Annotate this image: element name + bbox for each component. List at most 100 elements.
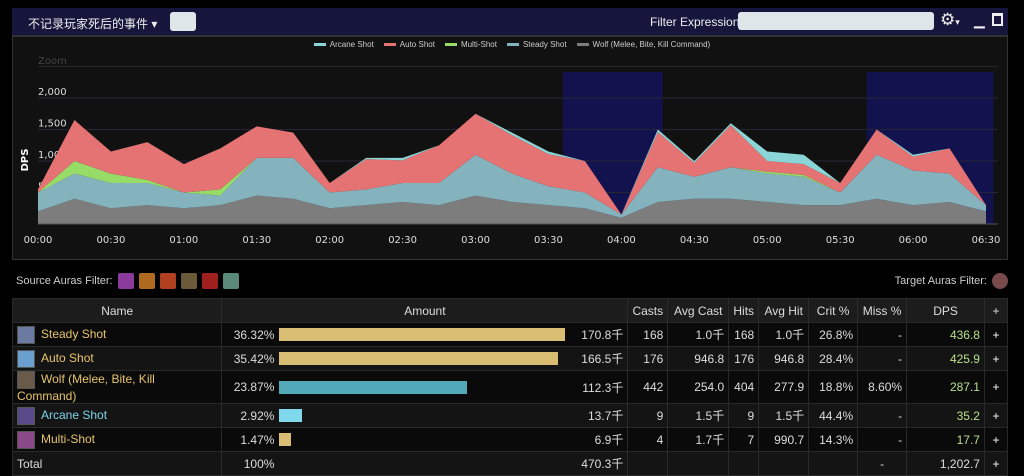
amount-bar (279, 328, 566, 341)
x-tick-label: 04:30 (680, 235, 709, 246)
hits-cell: 176 (728, 346, 760, 371)
total-amount: 470.3千 (581, 457, 624, 471)
total-dps: 1,202.7 (906, 451, 985, 476)
legend-label: Wolf (Melee, Bite, Kill Command) (592, 40, 711, 49)
legend-item[interactable]: Auto Shot (383, 40, 435, 49)
total-expand-button[interactable]: + (983, 451, 1009, 476)
casts-cell: 4 (627, 427, 669, 452)
table-row[interactable]: Multi-Shot 1.47% 6.9千 4 1.7千 7 990.7 14.3% -17.7… (11, 427, 1009, 452)
legend-item[interactable]: Wolf (Melee, Bite, Kill Command) (576, 40, 711, 49)
plus-expand-button[interactable]: + (983, 370, 1009, 404)
maximize-icon[interactable] (992, 13, 1003, 26)
amount-cell: 1.47% 6.9千 (221, 427, 629, 452)
column-header[interactable]: Avg Cast (667, 298, 730, 323)
crit-cell: 28.4% (808, 346, 859, 371)
column-header[interactable]: Hits (728, 298, 760, 323)
spell-name-cell[interactable]: Multi-Shot (11, 427, 223, 452)
spell-name: Multi-Shot (41, 431, 96, 446)
column-header[interactable]: DPS (906, 298, 985, 323)
amount-value: 13.7千 (587, 409, 624, 423)
legend-swatch (313, 43, 326, 47)
amount-value: 166.5千 (581, 352, 624, 366)
legend-item[interactable]: Steady Shot (506, 40, 567, 49)
event-filter-toggle[interactable] (170, 12, 196, 31)
x-tick-label: 04:00 (607, 235, 636, 246)
amount-percent: 23.87% (233, 380, 275, 394)
source-aura-icon[interactable] (201, 273, 218, 289)
spell-icon (17, 406, 35, 425)
plus-expand-button[interactable]: + (983, 322, 1009, 347)
spell-name-cell[interactable]: Steady Shot (11, 322, 223, 347)
total-amount-cell: 100% 470.3千 (221, 451, 629, 476)
source-aura-icon[interactable] (117, 273, 134, 289)
area-steady-shot[interactable] (38, 154, 986, 218)
plus-expand-button[interactable]: + (983, 427, 1009, 452)
column-header[interactable]: Crit % (808, 298, 859, 323)
source-aura-icon[interactable] (138, 273, 155, 289)
legend-swatch (506, 43, 519, 47)
amount-cell: 2.92% 13.7千 (221, 403, 629, 428)
event-filter-label: 不记录玩家死后的事件 (28, 17, 149, 31)
spell-name-cell[interactable]: Arcane Shot (11, 403, 223, 428)
amount-bar (279, 352, 559, 365)
filter-expression-input[interactable] (738, 12, 934, 30)
column-header[interactable]: Amount (221, 298, 629, 323)
table-row[interactable]: Auto Shot 35.42% 166.5千 176 946.8 176 946.8 28.… (11, 346, 1009, 371)
avg-hit-cell: 1.0千 (758, 322, 810, 347)
event-filter-dropdown[interactable]: 不记录玩家死后的事件 ▾ (28, 15, 157, 32)
legend-label: Arcane Shot (329, 40, 374, 49)
amount-cell: 35.42% 166.5千 (221, 346, 629, 371)
column-header[interactable]: Casts (627, 298, 669, 323)
source-aura-icon[interactable] (159, 273, 176, 289)
plus-expand-button[interactable]: + (983, 403, 1009, 428)
column-header[interactable]: + (983, 298, 1009, 323)
area-wolf-melee-bite-kill-command-[interactable] (38, 195, 986, 224)
dps-cell: 436.8 (906, 322, 985, 347)
spell-icon (17, 371, 35, 389)
crit-cell: 26.8% (808, 322, 859, 347)
amount-value: 170.8千 (581, 328, 624, 342)
y-tick-label: 2,000 (38, 87, 67, 98)
gear-icon[interactable]: ⚙▾ (940, 10, 960, 29)
x-tick-label: 05:30 (826, 235, 855, 246)
table-row[interactable]: Arcane Shot 2.92% 13.7千 9 1.5千 9 1.5千 44.4% -35.… (11, 403, 1009, 428)
dps-chart[interactable]: 05001,0001,5002,000ZoomDPS00:0000:3001:0… (0, 0, 1024, 270)
dps-cell: 425.9 (906, 346, 985, 371)
table-row[interactable]: Wolf (Melee, Bite, Kill Command) 23.87% 11… (11, 370, 1009, 404)
column-header[interactable]: Miss % (857, 298, 908, 323)
damage-table: Name Amount Casts Avg Cast Hits Avg Hit Crit %… (11, 298, 1009, 476)
legend-item[interactable]: Arcane Shot (313, 40, 374, 49)
area-multi-shot[interactable] (38, 154, 986, 215)
spell-name-cell[interactable]: Wolf (Melee, Bite, Kill Command) (11, 370, 223, 404)
casts-cell: 9 (627, 403, 669, 428)
area-arcane-shot[interactable] (38, 113, 986, 215)
amount-bar (279, 433, 291, 446)
hits-cell: 9 (728, 403, 760, 428)
crit-cell: 18.8% (808, 370, 859, 404)
source-auras-label: Source Auras Filter: (16, 274, 113, 287)
spell-name-cell[interactable]: Auto Shot (11, 346, 223, 371)
crit-cell: 14.3% (808, 427, 859, 452)
minimize-icon[interactable]: ▁ (974, 12, 985, 28)
area-auto-shot[interactable] (38, 113, 986, 215)
miss-cell: - (857, 403, 908, 428)
zoom-label[interactable]: Zoom (38, 56, 67, 67)
amount-value: 112.3千 (582, 380, 624, 395)
column-header[interactable]: Avg Hit (758, 298, 810, 323)
source-aura-icon[interactable] (180, 273, 197, 289)
legend-item[interactable]: Multi-Shot (444, 40, 497, 49)
casts-cell: 176 (627, 346, 669, 371)
target-aura-icon[interactable] (992, 273, 1008, 289)
dps-cell: 17.7 (906, 427, 985, 452)
avg-cast-cell: 1.5千 (667, 403, 730, 428)
source-auras-filter: Source Auras Filter: (16, 273, 239, 289)
amount-bar (279, 409, 303, 422)
table-row[interactable]: Steady Shot 36.32% 170.8千 168 1.0千 168 1.0千 26.… (11, 322, 1009, 347)
plus-expand-button[interactable]: + (983, 346, 1009, 371)
avg-cast-cell: 1.7千 (667, 427, 730, 452)
column-header[interactable]: Name (11, 298, 223, 323)
spell-name: Auto Shot (41, 350, 94, 365)
casts-cell: 168 (627, 322, 669, 347)
source-aura-icon[interactable] (222, 273, 239, 289)
hits-cell: 7 (728, 427, 760, 452)
